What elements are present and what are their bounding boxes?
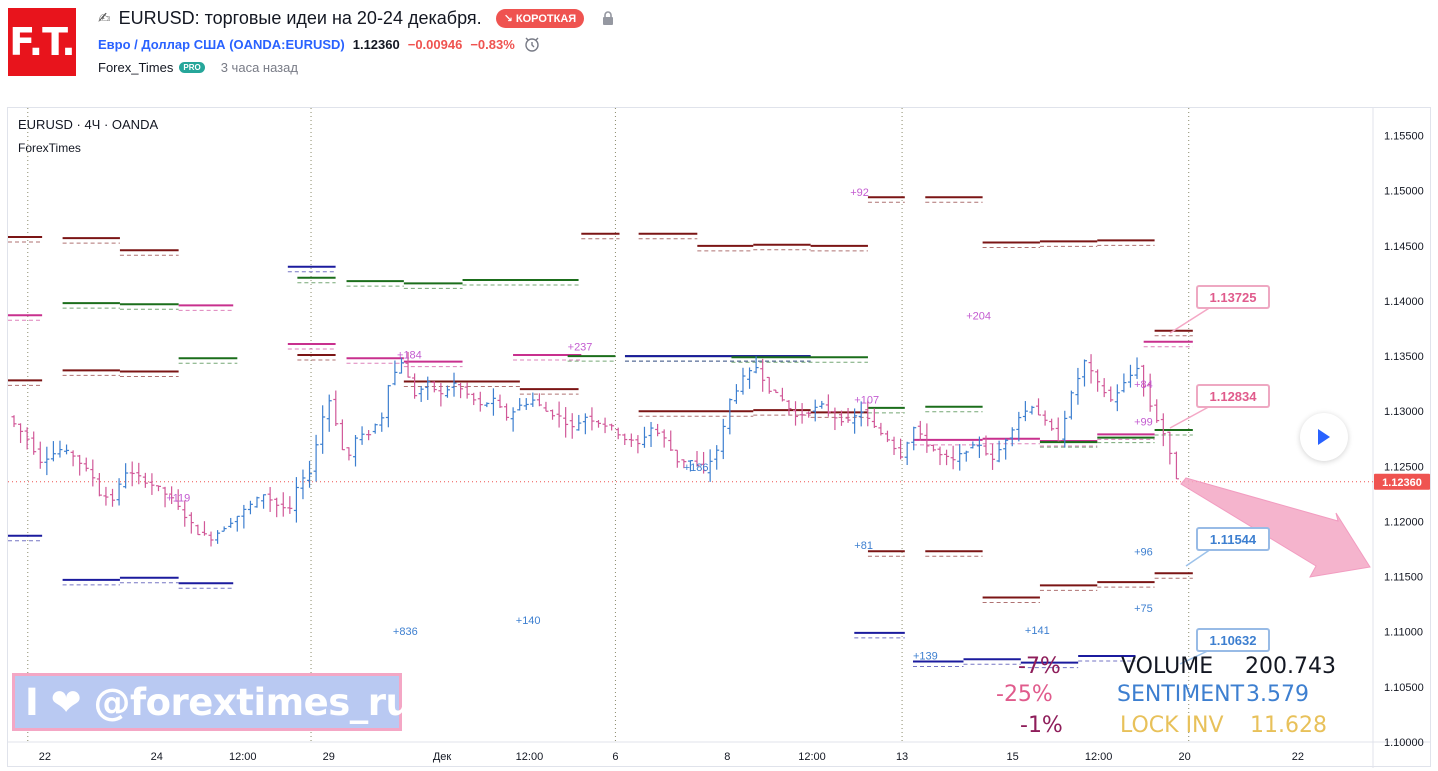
target-callout: 1.11544 [1196,527,1270,551]
y-tick-label: 1.15000 [1384,186,1424,198]
pip-annotation: +186 [684,462,709,474]
pip-annotation: +184 [397,349,422,361]
callout-pointer [1169,403,1215,429]
symbol-code: (OANDA:EURUSD) [229,36,345,52]
volume-value: 200.743 [1245,654,1336,679]
x-tick-label: 8 [724,751,730,763]
volume-pct: -7% [1018,654,1061,679]
volume-label: VOLUME [1121,654,1214,679]
y-tick-label: 1.14000 [1384,296,1424,308]
sentiment-value: 3.579 [1246,682,1309,707]
y-tick-label: 1.14500 [1384,241,1424,253]
y-tick-label: 1.10000 [1384,737,1424,749]
pip-annotation: +237 [568,342,593,354]
current-price-tag [1374,473,1430,490]
y-tick-label: 1.10500 [1384,682,1424,694]
lock-label: LOCK INV [1120,713,1224,738]
pip-annotation: +119 [166,493,190,505]
pro-badge: PRO [179,62,205,73]
published-time: 3 часа назад [220,60,298,75]
x-tick-label: 12:00 [798,751,826,763]
author-name[interactable]: Forex_Times [98,60,174,75]
pip-annotation: +139 [913,650,938,662]
pip-annotation: +836 [393,626,418,638]
target-callout: 1.10632 [1196,628,1270,652]
pencil-icon: ✍ [98,10,111,27]
y-tick-label: 1.11500 [1384,572,1423,584]
target-value: 1.10632 [1209,632,1257,648]
x-tick-label: 29 [323,751,335,763]
chart-symbol-label: EURUSD · 4Ч · OANDA [18,117,159,132]
forecast-arrow [1180,477,1371,578]
indicator-label: ForexTimes [18,141,81,155]
symbol-link[interactable]: Евро / Доллар США (OANDA:EURUSD) [98,37,345,52]
lock-pct: -1% [1020,713,1063,738]
x-tick-label: 12:00 [516,751,544,763]
target-value: 1.11544 [1209,531,1257,547]
lock-value: 11.628 [1250,713,1327,738]
y-tick-label: 1.12500 [1384,461,1424,473]
idea-title-row: ✍ EURUSD: торговые идеи на 20-24 декабря… [98,7,614,29]
y-tick-label: 1.12000 [1384,516,1424,528]
author-row: Forex_Times PRO 3 часа назад [98,60,298,75]
sentiment-pct: -25% [996,682,1053,707]
sentiment-label: SENTIMENT [1117,682,1245,707]
chart-frame[interactable] [7,107,1431,767]
x-tick-label: 20 [1179,751,1191,763]
y-tick-label: 1.11000 [1384,627,1423,639]
x-tick-label: 22 [39,751,51,763]
x-tick-label: 24 [151,751,163,763]
callout-pointer [1169,304,1215,334]
pip-annotation: +141 [1025,625,1050,637]
x-tick-label: Дек [433,751,452,763]
pip-annotation: +92 [850,187,869,199]
target-value: 1.13725 [1209,289,1257,305]
pip-annotation: +75 [1134,603,1153,615]
x-tick-label: 22 [1292,751,1304,763]
target-callout: 1.12834 [1196,384,1270,408]
pip-annotation: +84 [1134,379,1153,391]
symbol-price: 1.12360 [352,36,400,52]
play-icon [1318,429,1330,445]
short-badge: ↘ КОРОТКАЯ [495,8,585,28]
symbol-change-pct: −0.83% [470,36,515,52]
pip-annotation: +99 [1134,417,1153,429]
current-price-label: 1.12360 [1382,477,1422,489]
y-tick-label: 1.13500 [1384,351,1424,363]
forextimes-logo[interactable]: F.T. [8,8,76,76]
alarm-clock-icon[interactable] [523,35,541,53]
target-callout: 1.13725 [1196,285,1270,309]
idea-title: EURUSD: торговые идеи на 20-24 декабря. [118,7,482,28]
pip-annotation: +81 [854,540,873,552]
pip-annotation: +96 [1134,547,1153,559]
target-value: 1.12834 [1209,388,1257,404]
pip-annotation: +140 [516,615,541,627]
symbol-name: Евро / Доллар США [98,36,226,52]
pip-annotation: +204 [966,311,991,323]
lock-icon [603,11,614,25]
x-tick-label: 12:00 [229,751,257,763]
x-tick-label: 6 [612,751,618,763]
telegram-banner: I ❤ @forextimes_ru [12,673,412,731]
x-tick-label: 12:00 [1085,751,1113,763]
y-tick-label: 1.15500 [1384,131,1424,143]
y-tick-label: 1.13000 [1384,406,1424,418]
symbol-change: −0.00946 [407,36,463,52]
symbol-row: Евро / Доллар США (OANDA:EURUSD) 1.12360… [98,35,541,53]
x-tick-label: 13 [896,751,908,763]
x-tick-label: 15 [1007,751,1019,763]
pip-annotation: +107 [854,394,879,406]
play-button[interactable] [1300,413,1348,461]
